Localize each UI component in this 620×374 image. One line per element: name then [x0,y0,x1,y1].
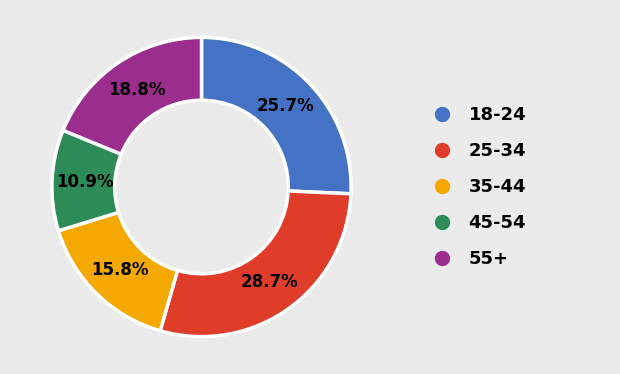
Wedge shape [58,212,177,331]
Wedge shape [160,191,351,337]
Text: 18.8%: 18.8% [108,81,165,99]
Legend: 18-24, 25-34, 35-44, 45-54, 55+: 18-24, 25-34, 35-44, 45-54, 55+ [416,99,533,275]
Text: 10.9%: 10.9% [56,173,113,191]
Wedge shape [202,37,351,194]
Text: 28.7%: 28.7% [241,273,298,291]
Wedge shape [63,37,202,154]
Wedge shape [52,131,121,231]
Text: 25.7%: 25.7% [257,97,315,116]
Text: 15.8%: 15.8% [91,261,148,279]
